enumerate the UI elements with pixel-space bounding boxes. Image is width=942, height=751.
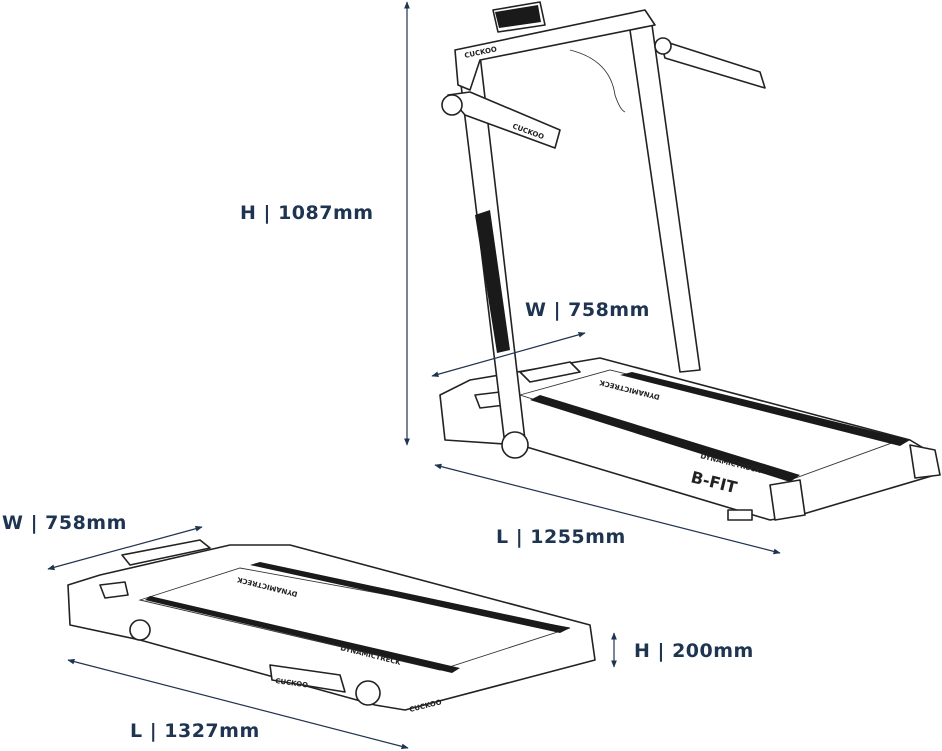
folded-height-label: H | 200mm <box>634 640 754 662</box>
folded-treadmill-drawing: CUCKOO CUCKOO DYNAMICTRECK DYNAMICTRECK <box>67 539 596 714</box>
upright-height-label: H | 1087mm <box>240 202 374 224</box>
folded-length-arrow <box>67 658 409 750</box>
upright-width-arrow <box>431 331 586 378</box>
upright-length-arrow <box>434 463 781 555</box>
folded-length-label: L | 1327mm <box>130 720 260 742</box>
folded-width-label: W | 758mm <box>2 512 127 534</box>
upright-treadmill-drawing: B-FIT DYNAMICTRECK DYNAMICTRECK CUCKOO C… <box>439 1 941 521</box>
upright-width-label: W | 758mm <box>525 299 650 321</box>
folded-width-arrow <box>47 525 203 571</box>
upright-length-label: L | 1255mm <box>496 526 626 548</box>
